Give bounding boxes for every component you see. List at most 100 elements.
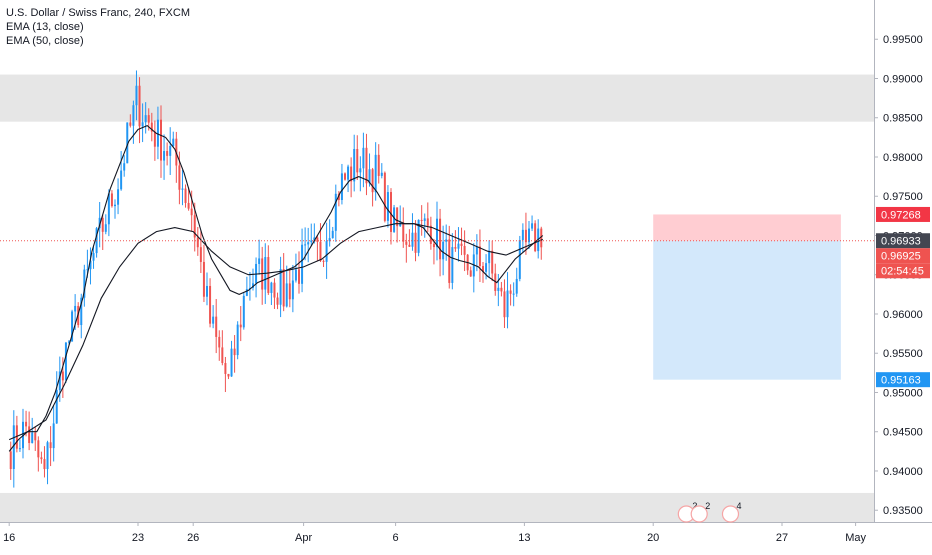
- candle[interactable]: [236, 324, 239, 356]
- candle[interactable]: [482, 266, 484, 272]
- candle[interactable]: [365, 147, 368, 184]
- candle[interactable]: [445, 239, 448, 242]
- candle[interactable]: [123, 163, 126, 171]
- candle[interactable]: [448, 239, 451, 283]
- candle[interactable]: [497, 287, 500, 291]
- candle[interactable]: [107, 193, 110, 225]
- candle[interactable]: [344, 173, 346, 180]
- candle[interactable]: [206, 285, 208, 297]
- candle[interactable]: [512, 293, 515, 295]
- candle[interactable]: [313, 237, 316, 241]
- candle[interactable]: [144, 115, 147, 123]
- candle[interactable]: [408, 244, 411, 247]
- candle[interactable]: [58, 371, 61, 391]
- candle[interactable]: [178, 165, 181, 190]
- candle[interactable]: [506, 290, 509, 318]
- candle[interactable]: [18, 448, 21, 450]
- candle[interactable]: [270, 282, 273, 293]
- candle[interactable]: [126, 122, 129, 164]
- candle[interactable]: [80, 297, 83, 326]
- candle[interactable]: [436, 218, 438, 248]
- indicator-ema-13[interactable]: EMA (13, close): [6, 21, 84, 33]
- candle[interactable]: [383, 172, 386, 221]
- candle[interactable]: [356, 149, 359, 173]
- candle[interactable]: [390, 192, 392, 232]
- candle[interactable]: [396, 207, 399, 227]
- candle[interactable]: [172, 138, 175, 146]
- candle[interactable]: [423, 218, 426, 221]
- candle[interactable]: [500, 287, 503, 292]
- candle[interactable]: [426, 218, 429, 226]
- candle[interactable]: [15, 425, 18, 449]
- candle[interactable]: [120, 170, 123, 190]
- candle[interactable]: [83, 269, 86, 298]
- candle[interactable]: [89, 260, 92, 270]
- candle[interactable]: [380, 172, 383, 176]
- candle[interactable]: [28, 426, 31, 444]
- candle[interactable]: [166, 151, 169, 156]
- candle[interactable]: [31, 432, 34, 444]
- candle[interactable]: [245, 289, 248, 296]
- candle[interactable]: [515, 278, 518, 294]
- candle[interactable]: [46, 442, 49, 470]
- candle[interactable]: [282, 269, 285, 307]
- event-icon[interactable]: [690, 505, 708, 523]
- candle[interactable]: [469, 270, 472, 277]
- candle[interactable]: [196, 237, 199, 248]
- candle[interactable]: [337, 193, 340, 200]
- candle[interactable]: [307, 242, 310, 245]
- candle[interactable]: [494, 273, 497, 291]
- candle[interactable]: [457, 243, 460, 249]
- candle[interactable]: [202, 261, 205, 297]
- candle[interactable]: [68, 341, 70, 343]
- candle[interactable]: [310, 240, 313, 243]
- candle[interactable]: [252, 283, 254, 288]
- candle[interactable]: [101, 217, 104, 232]
- candle[interactable]: [531, 223, 534, 229]
- candle[interactable]: [429, 225, 432, 244]
- candle[interactable]: [340, 173, 343, 200]
- candle[interactable]: [442, 241, 445, 260]
- candle[interactable]: [190, 208, 193, 216]
- candle[interactable]: [114, 204, 116, 207]
- candle[interactable]: [325, 241, 328, 262]
- candle[interactable]: [224, 362, 227, 374]
- candle[interactable]: [129, 122, 132, 126]
- candle[interactable]: [193, 215, 196, 238]
- candle[interactable]: [350, 166, 353, 182]
- candle[interactable]: [509, 290, 512, 294]
- candle[interactable]: [402, 222, 405, 242]
- ema-50-line[interactable]: [8, 223, 544, 441]
- candle[interactable]: [488, 250, 491, 264]
- candle[interactable]: [156, 119, 159, 147]
- candle[interactable]: [92, 253, 95, 261]
- candle[interactable]: [230, 348, 233, 377]
- candle[interactable]: [291, 280, 294, 300]
- candle[interactable]: [9, 451, 12, 470]
- candle[interactable]: [163, 151, 166, 161]
- candle[interactable]: [322, 260, 325, 262]
- candle[interactable]: [405, 241, 408, 245]
- candle[interactable]: [491, 250, 494, 274]
- candle[interactable]: [285, 283, 288, 307]
- candle[interactable]: [288, 283, 291, 300]
- candle[interactable]: [439, 218, 442, 260]
- candle[interactable]: [55, 390, 58, 424]
- candle[interactable]: [199, 247, 202, 262]
- candle[interactable]: [212, 316, 215, 324]
- candle[interactable]: [331, 230, 334, 239]
- candle[interactable]: [478, 246, 481, 267]
- candle[interactable]: [368, 169, 371, 184]
- candle[interactable]: [169, 145, 172, 156]
- candle[interactable]: [377, 154, 380, 176]
- candle[interactable]: [227, 373, 230, 377]
- target-zone[interactable]: [653, 240, 841, 380]
- candle[interactable]: [451, 247, 454, 283]
- indicator-ema-50[interactable]: EMA (50, close): [6, 35, 84, 47]
- candle[interactable]: [150, 122, 153, 132]
- candle[interactable]: [233, 348, 236, 356]
- candle[interactable]: [147, 115, 150, 123]
- candle[interactable]: [239, 324, 242, 328]
- candle[interactable]: [135, 85, 138, 106]
